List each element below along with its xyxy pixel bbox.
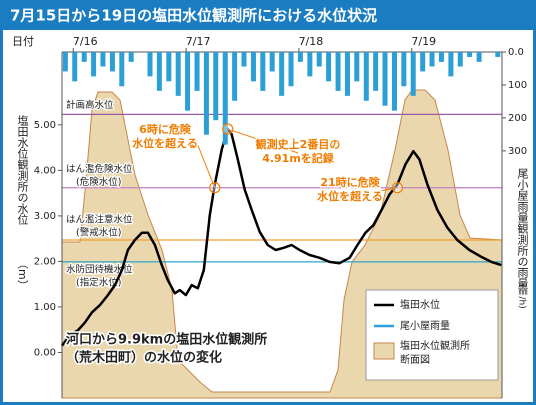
chart-title: 7月15日から19日の塩田水位観測所における水位状況 — [10, 7, 377, 25]
annotation-leader — [194, 137, 216, 188]
rain-bar — [222, 52, 228, 145]
annotation-text: 4.91mを記録 — [262, 151, 335, 165]
annotation-text: 水位を超える — [132, 136, 198, 150]
rain-bar — [185, 52, 191, 111]
y2-tick-label: 200 — [508, 113, 527, 124]
rain-bar — [420, 52, 426, 72]
level-label: はん濫危険水位 — [66, 163, 133, 175]
legend-box — [365, 289, 499, 381]
rain-bar — [335, 52, 341, 91]
rain-bar — [288, 52, 294, 87]
annotation-text: 水位を超える — [317, 189, 383, 203]
rain-bar — [429, 52, 435, 67]
title-bar — [0, 0, 536, 30]
annotation-point — [391, 182, 404, 194]
x-axis-title: 日付 — [12, 35, 34, 48]
legend-label: 塩田水位観測所 — [400, 339, 470, 352]
annotation-text: 21時に危険 — [320, 175, 380, 189]
rain-bar — [175, 52, 181, 96]
rain-bar — [81, 52, 87, 62]
rain-bar — [307, 52, 313, 77]
x-tick-label: 7/18 — [299, 35, 324, 48]
legend-label: 塩田水位 — [400, 298, 440, 311]
rain-bar — [203, 52, 209, 135]
rain-bar — [495, 52, 501, 57]
rain-bar — [297, 52, 303, 62]
level-label: (警戒水位) — [76, 227, 121, 239]
annotation-leader — [379, 187, 398, 192]
rain-bar — [391, 52, 397, 111]
rain-bar — [213, 52, 219, 121]
y-tick-label: 3.00 — [34, 211, 56, 222]
y-axis-unit: （m） — [16, 258, 29, 291]
rain-bar — [401, 52, 407, 87]
rain-bar — [128, 52, 134, 62]
rain-bar — [250, 52, 256, 82]
caption: 河口から9.9kmの塩田水位観測所 — [66, 332, 267, 348]
rain-bar — [410, 52, 416, 96]
y2-tick-label: 0.0 — [508, 47, 524, 58]
level-label: 水防団待機水位 — [66, 263, 133, 275]
y2-tick-label: 100 — [508, 80, 527, 91]
rain-bar — [438, 52, 444, 62]
y-axis-title: 塩田水位観測所の水位 — [16, 114, 29, 225]
rain-bar — [72, 52, 78, 82]
legend-swatch — [373, 342, 395, 360]
rain-bar — [326, 52, 332, 82]
rain-bar — [354, 52, 360, 82]
annotation-point — [209, 182, 221, 194]
rain-bar — [147, 52, 153, 77]
annotation-text: 観測史上2番目の — [256, 137, 341, 151]
rain-bar — [156, 52, 162, 91]
y2-axis-title: 尾小屋雨量観測所の雨量 — [516, 168, 529, 289]
rain-bar — [316, 52, 322, 67]
rain-bar — [269, 52, 275, 72]
rain-bar — [363, 52, 369, 101]
rain-bar — [457, 52, 463, 67]
annotation-text: 6時に危険 — [139, 122, 192, 136]
x-tick-label: 7/17 — [186, 35, 211, 48]
level-label: (指定水位) — [76, 276, 121, 288]
rain-bar — [260, 52, 266, 91]
rain-bar — [109, 52, 115, 72]
rain-bar — [232, 52, 238, 101]
water-level-line — [61, 127, 502, 347]
y-tick-label: 2.00 — [34, 256, 56, 267]
y2-axis-unit: (㎜/h) — [517, 284, 528, 309]
y-tick-label: 1.00 — [34, 302, 56, 313]
y-tick-label: 4.00 — [34, 165, 56, 176]
legend-label: 尾小屋雨量 — [400, 320, 450, 332]
caption: （荒木田町）の水位の変化 — [66, 350, 222, 366]
legend-label: 断面図 — [400, 353, 430, 366]
rain-bar — [467, 52, 473, 57]
y-tick-label: 0.00 — [34, 347, 56, 358]
level-label: はん濫注意水位 — [66, 214, 133, 226]
rain-bar — [241, 52, 247, 67]
x-tick-label: 7/19 — [411, 35, 436, 48]
x-tick-label: 7/16 — [73, 35, 98, 48]
rain-bar — [194, 52, 200, 91]
rain-bar — [62, 52, 68, 72]
rain-bar — [100, 52, 106, 67]
y-tick-label: 5.00 — [34, 120, 56, 131]
rain-bar — [279, 52, 285, 96]
rain-bar — [382, 52, 388, 106]
rain-bar — [373, 52, 379, 91]
rain-bar — [476, 52, 482, 62]
level-label: 計画高水位 — [66, 99, 114, 111]
annotation-leader — [227, 128, 299, 154]
rain-bar — [344, 52, 350, 96]
y2-tick-label: 300 — [508, 146, 527, 157]
rain-bar — [119, 52, 125, 87]
annotation-point — [222, 123, 234, 135]
level-label: (危険水位) — [76, 176, 121, 188]
rain-bar — [166, 52, 172, 82]
rain-bar — [91, 52, 97, 77]
rain-bar — [448, 52, 454, 77]
